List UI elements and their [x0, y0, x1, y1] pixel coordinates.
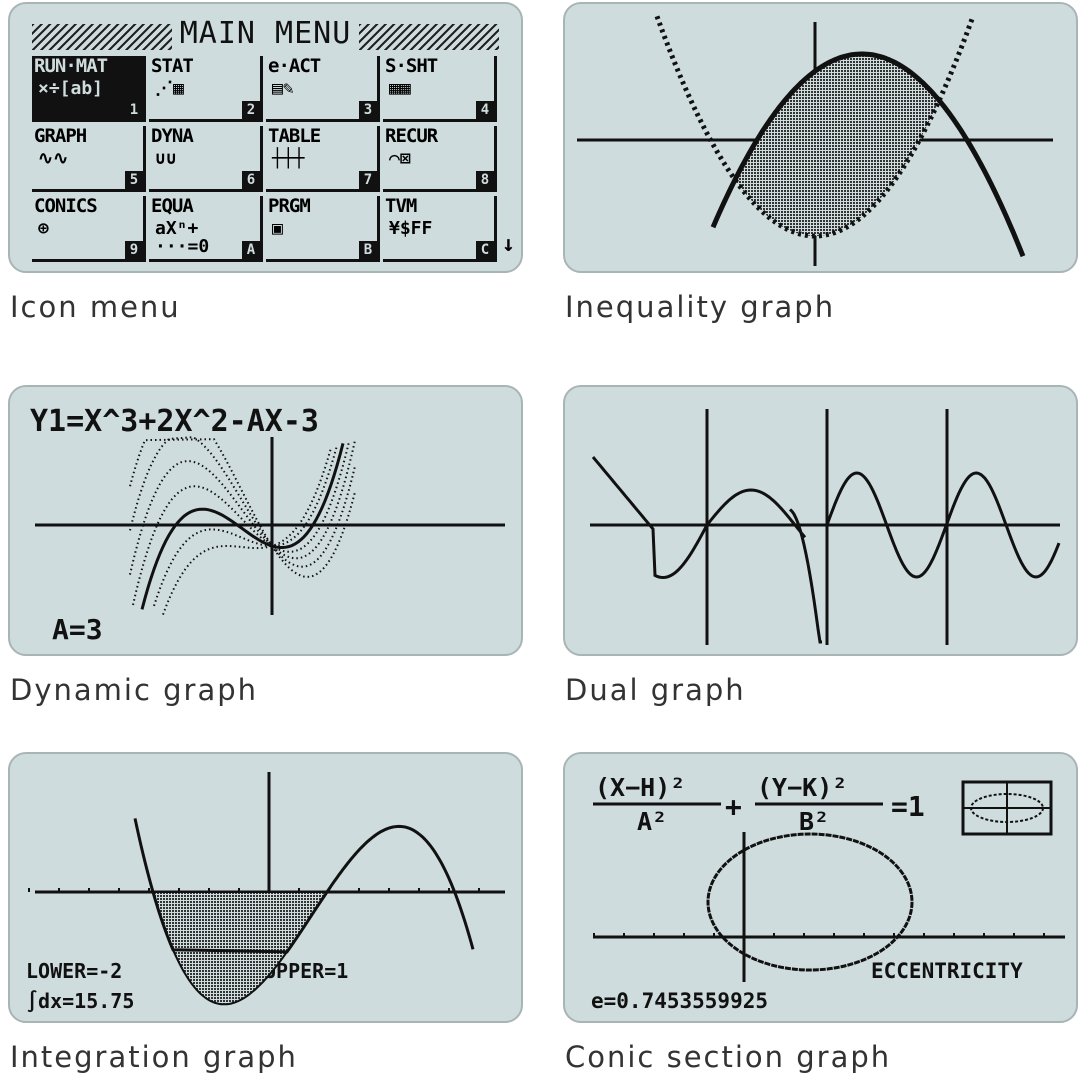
menu-item-icon: ▦▦: [389, 78, 411, 99]
curve-family: [132, 441, 350, 606]
caption-dynamic: Dynamic graph: [10, 673, 259, 707]
menu-item-number: C: [476, 241, 494, 259]
menu-item-label: TVM: [385, 195, 417, 217]
eccentricity-value: e=0.7453559925: [591, 989, 768, 1013]
menu-grid: RUN·MAT ×÷[ab] 1 STAT ⋰▦ 2 e·ACT ▤✎ 3 S·SHT…: [32, 54, 500, 264]
menu-item[interactable]: CONICS ⊕ 9: [32, 196, 146, 262]
menu-item-label: GRAPH: [34, 125, 87, 147]
solid-parabola: [710, 51, 1026, 258]
menu-item-label: S·SHT: [385, 55, 438, 77]
menu-item[interactable]: DYNA ∪∪ 6: [149, 126, 263, 192]
dual-screen: [563, 385, 1078, 656]
menu-item-number: 6: [242, 171, 260, 189]
menu-item-number: B: [359, 241, 377, 259]
dynamic-screen: Y1=X^3+2X^2-AX-3 A=3: [8, 385, 523, 656]
menu-item[interactable]: TVM ¥$FF C: [383, 196, 497, 262]
menu-item-label: CONICS: [34, 195, 98, 217]
menu-item-icon: ∿∿: [38, 148, 69, 169]
dotted-parabola: [654, 15, 976, 239]
menu-item[interactable]: e·ACT ▤✎ 3: [266, 56, 380, 122]
menu-item[interactable]: TABLE ┼┼┼ 7: [266, 126, 380, 192]
title-hatch: [359, 24, 499, 50]
menu-item[interactable]: PRGM ▣ B: [266, 196, 380, 262]
dynamic-graph: Y1=X^3+2X^2-AX-3 A=3: [30, 404, 505, 646]
graph-curve-right: [825, 471, 1061, 579]
shaded-region: [737, 54, 939, 236]
plus-sign: +: [725, 790, 742, 823]
menu-item-label: EQUA: [151, 195, 194, 217]
menu-item-icon: ┼┼┼: [272, 148, 305, 169]
title-hatch: [32, 24, 172, 50]
menu-item-icon: ¥$FF: [389, 218, 433, 239]
menu-item-icon: ▣: [272, 218, 283, 239]
icon-menu-screen: MAIN MENU RUN·MAT ×÷[ab] 1 STAT ⋰▦ 2 e·ACT…: [8, 2, 523, 273]
inequality-screen: [563, 2, 1078, 273]
integral-area: [151, 891, 329, 1006]
menu-item[interactable]: RUN·MAT ×÷[ab] 1: [32, 56, 146, 122]
menu-item-icon: aXⁿ+ ···=0: [155, 218, 210, 257]
menu-item-icon: ⋰▦: [155, 78, 184, 99]
lower-bound-text: LOWER=-2: [26, 959, 122, 983]
menu-item[interactable]: GRAPH ∿∿ 5: [32, 126, 146, 192]
menu-item-number: 2: [242, 101, 260, 119]
menu-title: MAIN MENU: [179, 16, 352, 51]
caption-conic: Conic section graph: [565, 1040, 892, 1074]
menu-item-number: 8: [476, 171, 494, 189]
menu-item-icon: ▤✎: [272, 78, 294, 99]
menu-item[interactable]: S·SHT ▦▦ 4: [383, 56, 497, 122]
ellipse-curve: [706, 832, 914, 972]
menu-item-number: 7: [359, 171, 377, 189]
menu-item-icon: ⌒⊠: [389, 148, 411, 169]
curve-family: [153, 445, 338, 607]
menu-item-label: e·ACT: [268, 55, 321, 77]
inequality-graph: [577, 15, 1053, 266]
menu-item[interactable]: EQUA aXⁿ+ ···=0 A: [149, 196, 263, 262]
ellipse-type-icon: [961, 780, 1053, 836]
parameter-text: A=3: [52, 613, 103, 646]
menu-item-number: 5: [125, 171, 143, 189]
menu-item-label: STAT: [151, 55, 194, 77]
menu-item[interactable]: RECUR ⌒⊠ 8: [383, 126, 497, 192]
menu-item-number: 4: [476, 101, 494, 119]
menu-item-label: DYNA: [151, 125, 194, 147]
integration-screen: LOWER=-2 UPPER=1 ∫dx=15.75: [8, 752, 523, 1023]
menu-item-number: A: [242, 241, 260, 259]
scroll-down-icon[interactable]: ↓: [501, 232, 515, 257]
menu-item-icon: ×÷[ab]: [38, 78, 104, 99]
menu-item-number: 1: [125, 101, 143, 119]
caption-dual: Dual graph: [565, 673, 746, 707]
numerator-x: (X−H)²: [595, 773, 685, 802]
curve-family: [129, 436, 356, 568]
menu-item-label: TABLE: [268, 125, 321, 147]
numerator-y: (Y−K)²: [757, 773, 847, 802]
menu-item-number: 3: [359, 101, 377, 119]
integration-graph: LOWER=-2 UPPER=1 ∫dx=15.75: [26, 772, 505, 1013]
curve-family: [162, 447, 332, 615]
graph-curve-left: [591, 456, 807, 580]
equals-one: =1: [891, 790, 925, 823]
menu-item-icon: ⊕: [38, 218, 49, 239]
menu-item-label: RECUR: [385, 125, 438, 147]
denominator-a: A²: [637, 807, 667, 836]
caption-icon-menu: Icon menu: [10, 290, 181, 324]
caption-integration: Integration graph: [10, 1040, 298, 1074]
denominator-b: B²: [799, 807, 829, 836]
eccentricity-label: ECCENTRICITY: [871, 959, 1023, 983]
menu-item-label: PRGM: [268, 195, 311, 217]
curve-family: [140, 443, 345, 610]
graph-curve-asymptote: [788, 508, 822, 644]
menu-item-number: 9: [125, 241, 143, 259]
conic-graph: (X−H)² A² + (Y−K)² B² =1 ECCENTRICITY e=…: [591, 773, 1065, 1013]
dual-graph: [590, 409, 1061, 645]
integral-result-text: ∫dx=15.75: [26, 989, 134, 1013]
equation-text: Y1=X^3+2X^2-AX-3: [30, 404, 319, 439]
menu-item-icon: ∪∪: [155, 148, 177, 169]
function-curve: [133, 818, 475, 954]
menu-item-label: RUN·MAT: [34, 55, 108, 77]
menu-item[interactable]: STAT ⋰▦ 2: [149, 56, 263, 122]
caption-inequality: Inequality graph: [565, 290, 836, 324]
conic-screen: (X−H)² A² + (Y−K)² B² =1 ECCENTRICITY e=…: [563, 752, 1078, 1023]
curve-family: [129, 440, 356, 575]
